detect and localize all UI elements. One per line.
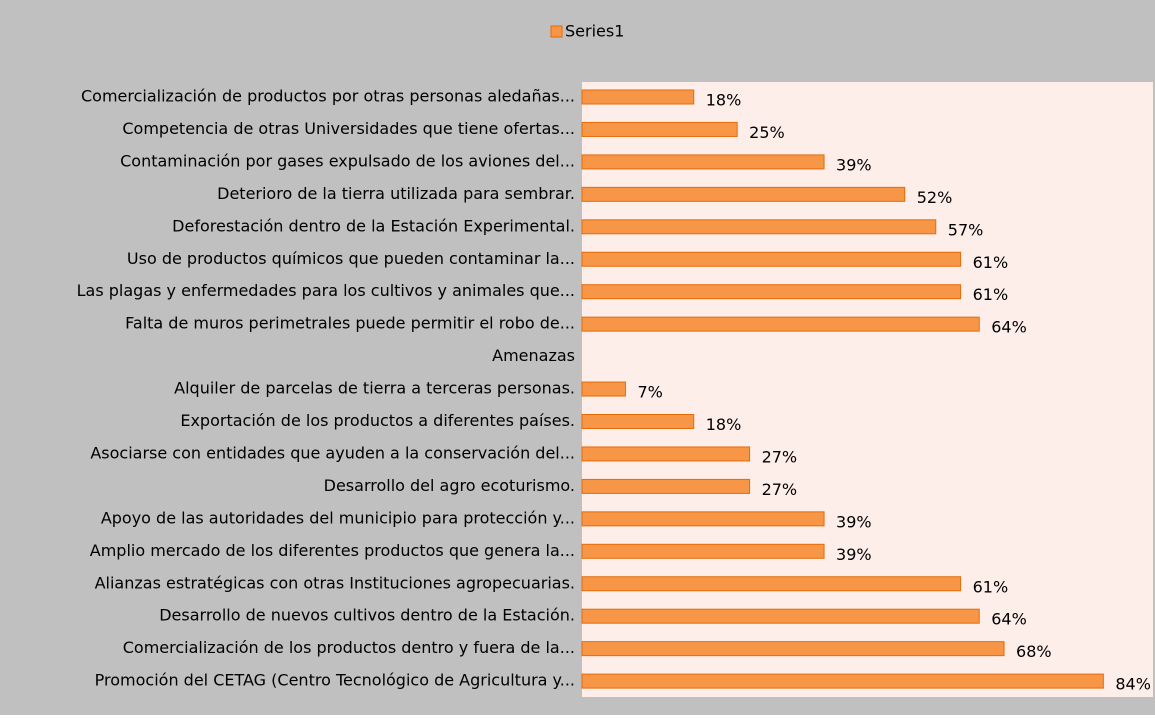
- bar: [581, 511, 825, 527]
- bar: [581, 608, 980, 624]
- legend-label: Series1: [565, 22, 624, 41]
- data-label: 61%: [973, 577, 1009, 596]
- bar: [581, 576, 962, 592]
- legend-swatch: [550, 25, 563, 38]
- data-label: 39%: [836, 512, 872, 531]
- bar: [581, 121, 738, 137]
- y-tick-label: Exportación de los productos a diferente…: [180, 411, 575, 430]
- y-tick-label: Desarrollo del agro ecoturismo.: [324, 476, 575, 495]
- y-tick-label: Asociarse con entidades que ayuden a la …: [90, 443, 575, 462]
- data-label: 64%: [991, 610, 1027, 629]
- bar: [581, 316, 980, 332]
- bar: [581, 673, 1104, 689]
- data-label: 7%: [637, 383, 662, 402]
- bar: [581, 284, 962, 300]
- data-label: 61%: [973, 285, 1009, 304]
- y-tick-label: Comercialización de productos por otras …: [81, 87, 575, 106]
- bar: [581, 478, 751, 494]
- data-label: 18%: [706, 91, 742, 110]
- bar: [581, 154, 825, 170]
- y-tick-label: Amplio mercado de los diferentes product…: [90, 541, 575, 560]
- bar: [581, 186, 906, 202]
- data-label: 68%: [1016, 642, 1052, 661]
- plot-area: [582, 82, 1153, 697]
- y-tick-label: Amenazas: [492, 346, 575, 365]
- bar: [581, 381, 626, 397]
- bar: [581, 89, 695, 105]
- bar: [581, 641, 1005, 657]
- y-tick-label: Competencia de otras Universidades que t…: [122, 119, 575, 138]
- bar: [581, 414, 695, 429]
- y-tick-label: Alianzas estratégicas con otras Instituc…: [95, 573, 575, 592]
- y-tick-label: Deforestación dentro de la Estación Expe…: [172, 216, 575, 235]
- y-tick-label: Uso de productos químicos que pueden con…: [127, 249, 575, 268]
- y-tick-label: Alquiler de parcelas de tierra a tercera…: [174, 379, 575, 398]
- bar: [581, 543, 825, 559]
- data-label: 64%: [991, 318, 1027, 337]
- y-tick-label: Deterioro de la tierra utilizada para se…: [217, 184, 575, 203]
- data-label: 52%: [917, 188, 953, 207]
- data-label: 27%: [762, 447, 798, 466]
- bar: [581, 251, 962, 267]
- data-label: 39%: [836, 545, 872, 564]
- y-tick-label: Contaminación por gases expulsado de los…: [120, 151, 575, 170]
- bar: [581, 446, 751, 462]
- data-label: 57%: [948, 220, 984, 239]
- data-label: 84%: [1115, 675, 1151, 694]
- data-label: 39%: [836, 155, 872, 174]
- data-label: 61%: [973, 253, 1009, 272]
- y-tick-label: Apoyo de las autoridades del municipio p…: [101, 508, 575, 527]
- data-label: 18%: [706, 415, 742, 434]
- y-tick-label: Comercialización de los productos dentro…: [123, 638, 575, 657]
- bar: [581, 219, 937, 235]
- y-tick-label: Desarrollo de nuevos cultivos dentro de …: [159, 606, 575, 625]
- y-tick-label: Las plagas y enfermedades para los culti…: [77, 281, 575, 300]
- y-tick-label: Falta de muros perimetrales puede permit…: [125, 314, 575, 333]
- data-label: 27%: [762, 480, 798, 499]
- y-tick-label: Promoción del CETAG (Centro Tecnológico …: [95, 671, 575, 690]
- data-label: 25%: [749, 123, 785, 142]
